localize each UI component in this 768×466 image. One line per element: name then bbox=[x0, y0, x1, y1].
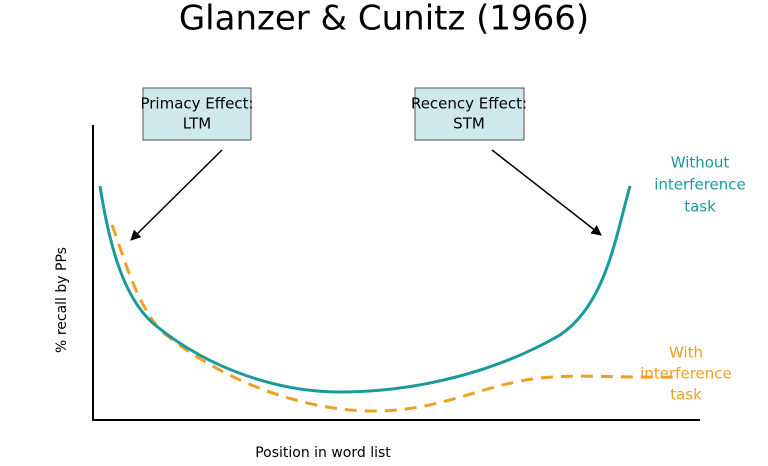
arrow bbox=[130, 149, 223, 241]
box-text: Primacy Effect: bbox=[140, 95, 253, 113]
legend-text: With bbox=[669, 344, 703, 362]
arrow bbox=[491, 149, 602, 236]
with-interference-curve bbox=[110, 224, 681, 413]
box-text: Recency Effect: bbox=[411, 95, 527, 113]
x-axis-label: Position in word list bbox=[255, 445, 391, 461]
legend-text: task bbox=[684, 198, 716, 216]
y-axis-label: % recall by PPs bbox=[54, 247, 70, 353]
recency-box bbox=[414, 87, 525, 141]
box-text: LTM bbox=[183, 115, 211, 133]
legend-text: interference bbox=[640, 365, 732, 383]
box-text: STM bbox=[453, 115, 485, 133]
title: Glanzer & Cunitz (1966) bbox=[179, 0, 589, 39]
primacy-box bbox=[142, 87, 252, 141]
without-interference-curve bbox=[98, 185, 632, 394]
legend-text: interference bbox=[654, 176, 746, 194]
legend-text: task bbox=[670, 386, 702, 404]
legend-text: Without bbox=[671, 154, 730, 172]
